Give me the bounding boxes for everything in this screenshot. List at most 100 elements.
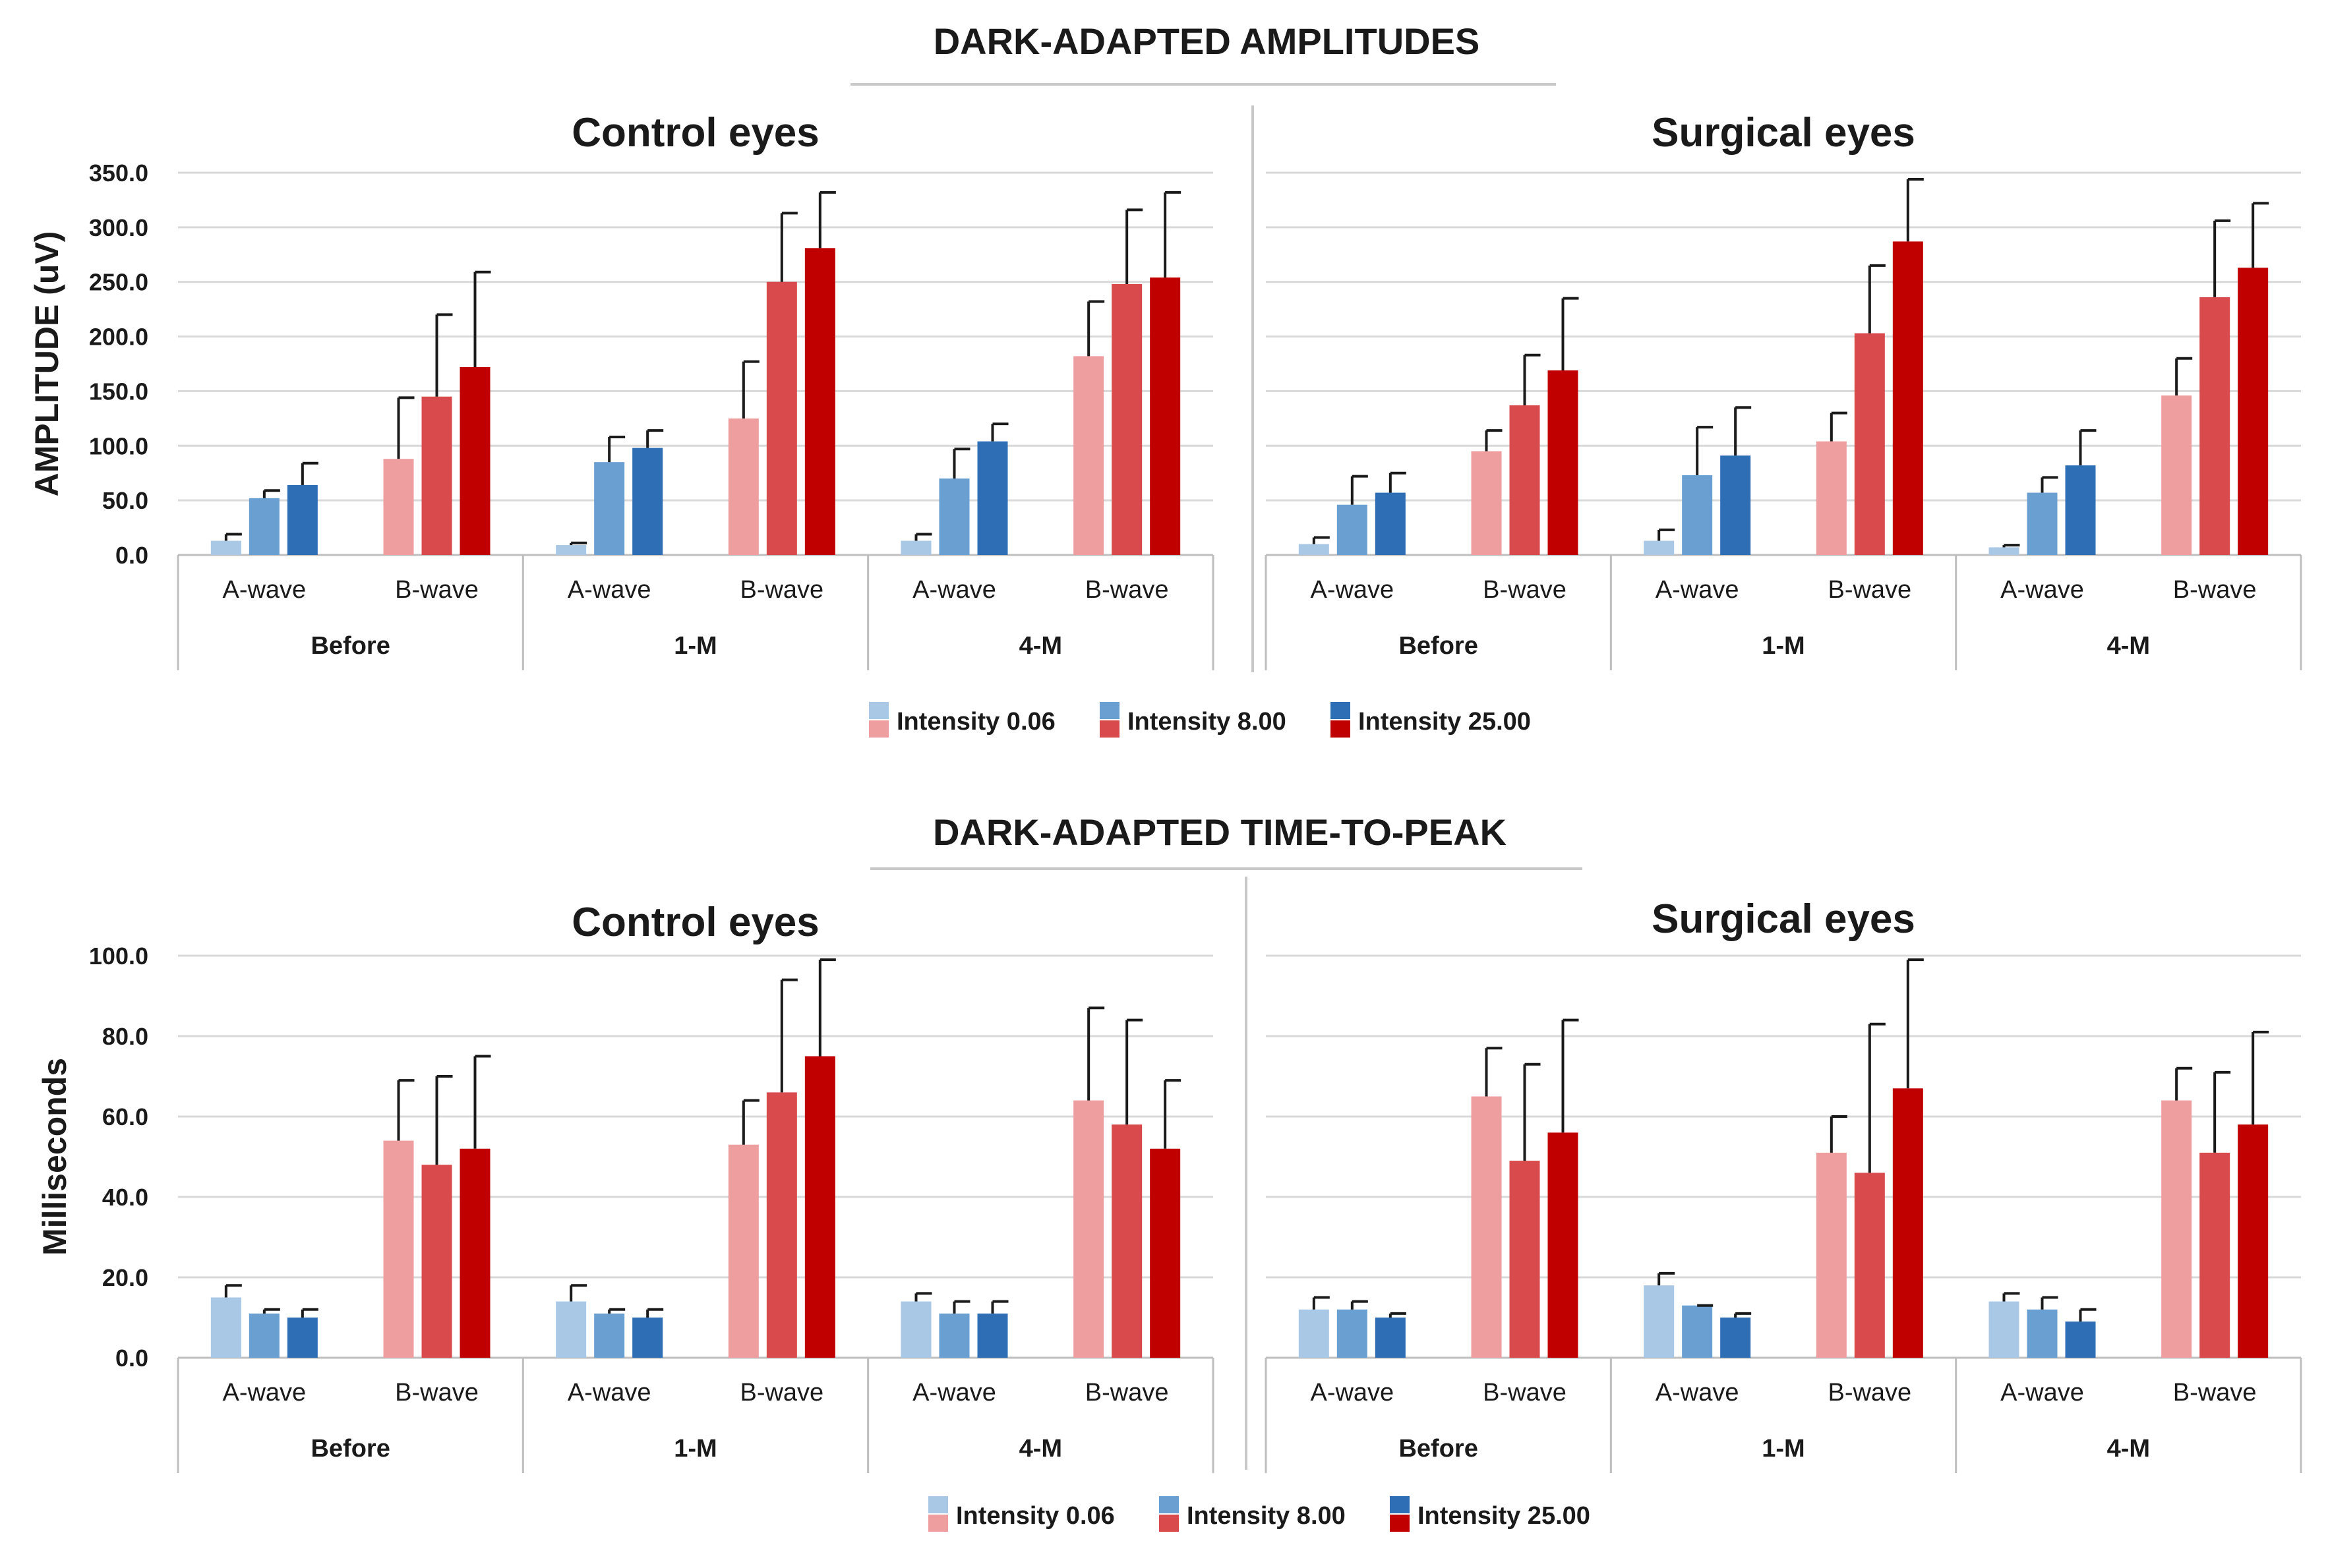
- wave-label: A-wave: [1310, 1379, 1394, 1407]
- bar: [766, 1092, 797, 1358]
- legend-swatch-a-wave: [869, 702, 889, 719]
- legend-swatch-a-wave: [1159, 1496, 1179, 1513]
- legend-swatch-a-wave: [928, 1496, 948, 1513]
- bar: [1854, 1173, 1885, 1358]
- period-label: 1-M: [674, 1435, 717, 1463]
- wave-label: A-wave: [568, 576, 651, 604]
- bar: [939, 1313, 970, 1358]
- bar: [1073, 1100, 1104, 1358]
- bar: [460, 1148, 491, 1358]
- panel-title: Control eyes: [572, 900, 820, 945]
- bar: [1816, 441, 1847, 555]
- bar: [2199, 1152, 2230, 1358]
- legend-swatch-a-wave: [1100, 702, 1119, 719]
- bar: [556, 1301, 587, 1358]
- bar: [594, 462, 625, 555]
- bar: [632, 448, 663, 555]
- bar: [210, 540, 241, 555]
- legend-swatch-a-wave: [1390, 1496, 1410, 1513]
- y-tick-label: 40.0: [102, 1184, 148, 1211]
- bar: [1892, 1088, 1923, 1358]
- chart-panel-1: Control eyes 0.0 50.0 100.0 150.0 200.0 250.0 3…: [28, 110, 1214, 670]
- bar: [1471, 1096, 1502, 1358]
- bar: [1816, 1152, 1847, 1358]
- bar: [421, 1165, 452, 1358]
- bar: [1720, 1318, 1751, 1358]
- wave-label: B-wave: [1828, 1379, 1911, 1407]
- wave-label: A-wave: [2000, 576, 2084, 604]
- bar: [287, 484, 318, 555]
- wave-label: B-wave: [1085, 1379, 1169, 1407]
- bar: [977, 1313, 1008, 1358]
- period-label: 4-M: [1019, 1435, 1062, 1463]
- bar: [594, 1313, 625, 1358]
- bar: [1720, 455, 1751, 555]
- bar: [804, 1056, 835, 1358]
- period-label: 4-M: [2107, 632, 2150, 660]
- bar: [901, 1301, 932, 1358]
- wave-label: B-wave: [2173, 1379, 2257, 1407]
- legend-swatch-b-wave: [1330, 720, 1350, 738]
- legend-swatch-b-wave: [869, 720, 889, 738]
- y-tick-label: 100.0: [89, 943, 148, 970]
- bar: [1471, 451, 1502, 555]
- y-tick-label: 60.0: [102, 1103, 148, 1130]
- y-axis-label: Milliseconds: [36, 1058, 73, 1256]
- bar: [421, 396, 452, 555]
- legend-label: Intensity 0.06: [897, 708, 1056, 736]
- bar: [1892, 241, 1923, 555]
- bar: [210, 1297, 241, 1358]
- bar: [2065, 1321, 2096, 1358]
- y-tick-label: 200.0: [89, 324, 148, 351]
- bar: [1644, 540, 1675, 555]
- bar: [383, 459, 414, 555]
- bar: [2065, 465, 2096, 555]
- bar: [1375, 492, 1406, 555]
- y-tick-label: 250.0: [89, 269, 148, 296]
- bar: [939, 479, 970, 555]
- panel-title: Surgical eyes: [1652, 896, 1915, 942]
- section-title: DARK-ADAPTED AMPLITUDES: [934, 20, 1480, 62]
- y-tick-label: 300.0: [89, 214, 148, 241]
- period-label: Before: [1398, 632, 1477, 660]
- chart-panel-3: Control eyes 0.0 20.0 40.0 60.0 80.0 100.0 Mill…: [36, 900, 1214, 1473]
- legend-label: Intensity 25.00: [1418, 1502, 1590, 1530]
- bar: [460, 366, 491, 555]
- bar: [249, 498, 280, 555]
- bar: [2161, 1100, 2192, 1358]
- bar: [2027, 492, 2058, 555]
- period-label: 4-M: [1019, 632, 1062, 660]
- bar: [1509, 405, 1540, 555]
- bar: [1336, 504, 1367, 555]
- bar: [1112, 1124, 1143, 1358]
- bar: [2238, 268, 2269, 555]
- legend-swatch-b-wave: [1390, 1515, 1410, 1532]
- legend-swatch-b-wave: [928, 1515, 948, 1532]
- legend-swatch-b-wave: [1159, 1515, 1179, 1532]
- wave-label: B-wave: [1828, 576, 1911, 604]
- bar: [1298, 1309, 1329, 1358]
- y-tick-label: 0.0: [115, 542, 148, 569]
- wave-label: B-wave: [740, 576, 823, 604]
- bar: [2238, 1124, 2269, 1358]
- bar: [383, 1140, 414, 1358]
- wave-label: B-wave: [1483, 1379, 1567, 1407]
- wave-label: A-wave: [2000, 1379, 2084, 1407]
- legend-swatch-b-wave: [1100, 720, 1119, 738]
- bar: [2161, 395, 2192, 555]
- wave-label: A-wave: [1656, 1379, 1739, 1407]
- period-label: Before: [311, 632, 390, 660]
- panel-title: Surgical eyes: [1652, 110, 1915, 156]
- wave-label: B-wave: [395, 576, 479, 604]
- bar: [1682, 1305, 1713, 1358]
- bar: [804, 248, 835, 555]
- wave-label: A-wave: [1310, 576, 1394, 604]
- bar: [2027, 1309, 2058, 1358]
- wave-label: B-wave: [395, 1379, 479, 1407]
- bar: [901, 540, 932, 555]
- y-tick-label: 350.0: [89, 160, 148, 187]
- legend-label: Intensity 8.00: [1187, 1502, 1346, 1530]
